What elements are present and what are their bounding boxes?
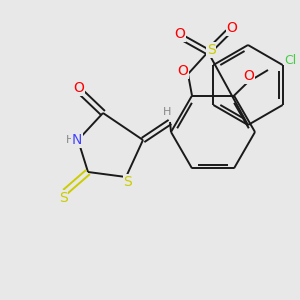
Text: O: O xyxy=(178,64,188,78)
Text: N: N xyxy=(72,133,82,147)
Text: O: O xyxy=(74,81,84,95)
Text: S: S xyxy=(58,191,68,205)
Text: S: S xyxy=(207,43,215,57)
Text: S: S xyxy=(124,175,132,189)
Text: O: O xyxy=(175,27,185,41)
Text: Cl: Cl xyxy=(284,55,297,68)
Text: H: H xyxy=(66,135,74,145)
Text: H: H xyxy=(163,107,171,117)
Text: O: O xyxy=(244,69,254,83)
Text: O: O xyxy=(226,21,237,35)
